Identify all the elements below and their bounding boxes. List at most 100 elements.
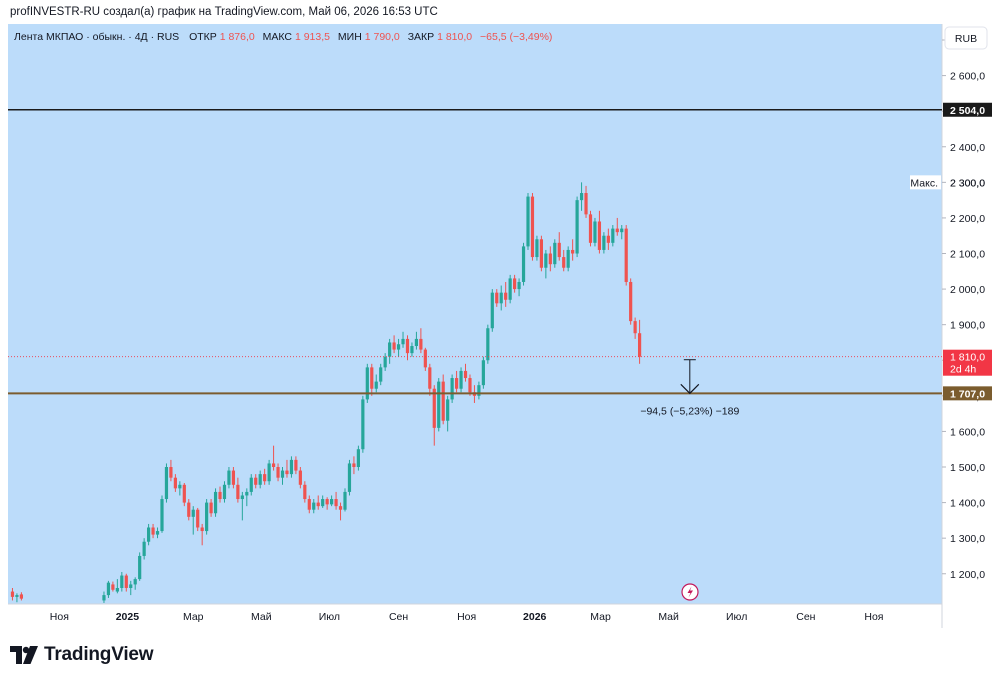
y-tick-label: 1 400,0: [950, 498, 985, 510]
chart-caption: profINVESTR-RU создал(а) график на Tradi…: [10, 6, 438, 18]
candle-body: [271, 463, 276, 468]
candle-body: [280, 470, 285, 478]
candle-body: [602, 235, 606, 250]
y-tick-label: 2 000,0: [950, 284, 985, 296]
candle-body: [539, 239, 543, 268]
candle-body: [401, 338, 405, 345]
candle-body: [633, 321, 637, 334]
support-price-badge: [943, 386, 992, 401]
resistance-price-badge: [943, 102, 992, 117]
candle-body: [620, 228, 624, 233]
candle-body: [396, 344, 401, 350]
candle-body: [553, 242, 557, 265]
candle-body: [285, 470, 289, 475]
tradingview-logo[interactable]: TradingView: [10, 644, 154, 666]
candle-body: [316, 502, 320, 507]
candle-body: [124, 575, 128, 588]
candle-body: [370, 367, 374, 389]
candle-body: [133, 579, 137, 585]
x-tick-label: Сен: [389, 611, 408, 623]
y-tick-label: 2 200,0: [950, 213, 985, 225]
candle-body: [352, 463, 356, 468]
candle-body: [222, 484, 227, 500]
currency-button-label[interactable]: RUB: [955, 33, 977, 45]
currency-button[interactable]: RUB: [944, 26, 988, 50]
candle-body: [227, 470, 231, 485]
candle-body: [245, 491, 249, 496]
x-tick-label: Май: [658, 611, 679, 623]
tradingview-logo-icon: [10, 646, 38, 664]
close-value: 1 810,0: [437, 31, 472, 43]
candle-body: [495, 292, 499, 304]
candle-body: [361, 399, 365, 450]
candle-body: [263, 474, 267, 482]
candle-body: [213, 491, 218, 514]
currency-button-box[interactable]: [944, 26, 988, 50]
candle-body: [249, 477, 253, 492]
plot-background[interactable]: [8, 24, 942, 604]
candle-body: [330, 499, 334, 505]
candle-body: [374, 381, 378, 389]
candle-body: [303, 484, 307, 500]
candle-body: [504, 292, 508, 300]
candle-body: [298, 470, 302, 485]
candle-body: [102, 595, 106, 601]
candle-body: [597, 221, 602, 250]
candle-body: [588, 214, 593, 243]
candle-body: [294, 459, 298, 471]
candle-body: [209, 502, 213, 514]
candle-body: [530, 196, 535, 258]
candle-body: [423, 349, 427, 368]
candle-body: [477, 385, 481, 396]
candle-body: [365, 367, 369, 400]
candle-body: [321, 499, 325, 507]
candle-body: [231, 470, 236, 485]
candle-body: [450, 378, 454, 400]
candle-body: [521, 246, 526, 282]
price-axis-background[interactable]: [942, 24, 992, 604]
candle-body: [508, 278, 512, 300]
candle-body: [459, 370, 463, 389]
candle-body: [258, 474, 262, 485]
candle-body: [428, 367, 432, 389]
candle-body: [178, 484, 182, 489]
candle-body: [611, 228, 615, 243]
max-marker-label: Макс.: [910, 177, 938, 189]
candle-body: [562, 257, 566, 268]
candle-body: [173, 477, 177, 489]
candle-body: [535, 239, 539, 258]
x-tick-label: Ноя: [50, 611, 69, 623]
candle-body: [526, 196, 530, 247]
candle-body: [267, 463, 271, 482]
change-value: −65,5 (−3,49%): [480, 31, 552, 43]
candle-body: [307, 499, 311, 510]
symbol-legend: Лента МКПАО · обыкн. · 4Д · RUS ОТКР 1 8…: [14, 31, 552, 43]
x-tick-label: Июл: [726, 611, 747, 623]
candle-body: [182, 484, 186, 503]
candle-body: [347, 463, 352, 492]
lightning-icon-bolt[interactable]: [687, 586, 694, 598]
low-label: МИН: [338, 31, 362, 43]
candle-body: [575, 200, 579, 254]
candle-body: [312, 502, 316, 510]
countdown-label: 2d 4h: [950, 364, 976, 376]
candle-body: [383, 356, 387, 368]
candle-body: [338, 506, 343, 510]
candle-body: [120, 575, 124, 588]
last-price-badge: [943, 349, 992, 376]
chart-frame[interactable]: 1 200,01 300,01 400,01 500,01 600,01 700…: [8, 24, 992, 628]
candle-body: [164, 467, 169, 500]
last-price-label: 1 810,0: [950, 352, 985, 364]
candle-body: [410, 346, 414, 354]
x-tick-label: Июл: [319, 611, 340, 623]
max-marker-box: [910, 175, 941, 190]
x-tick-label: 2026: [523, 611, 547, 623]
x-tick-label: Мар: [183, 611, 204, 623]
candle-body: [468, 378, 472, 393]
candle-body: [356, 449, 360, 468]
candlestick-chart[interactable]: 1 200,01 300,01 400,01 500,01 600,01 700…: [8, 24, 992, 628]
time-axis-background[interactable]: [8, 604, 942, 628]
candles: [10, 182, 642, 603]
lightning-icon[interactable]: [681, 583, 699, 601]
candle-body: [392, 342, 396, 350]
